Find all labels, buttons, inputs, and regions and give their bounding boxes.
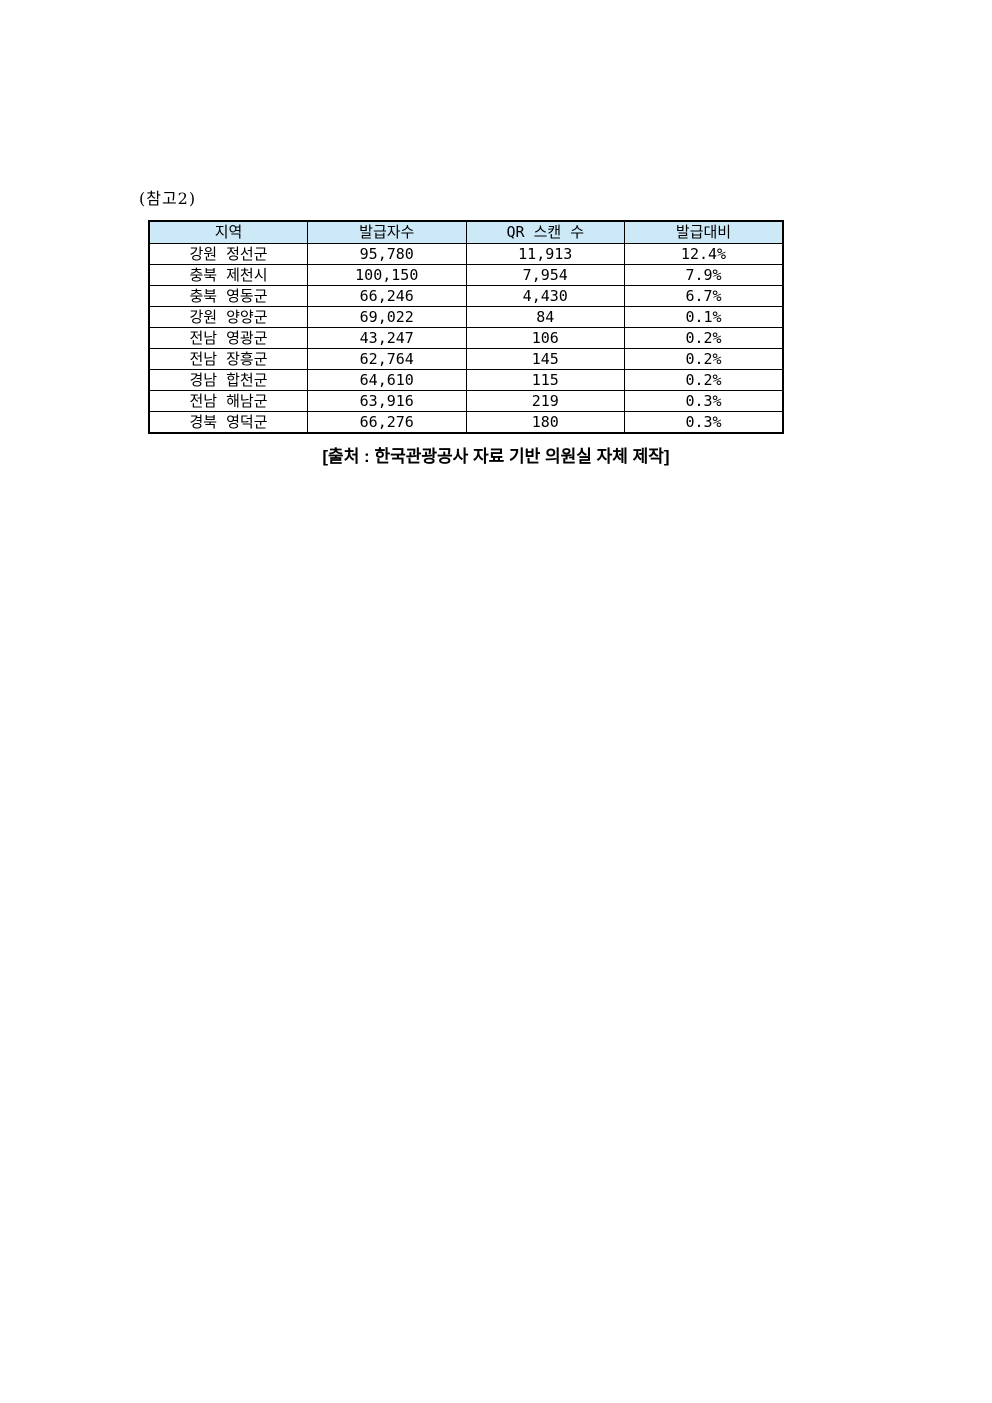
cell-issued-count: 95,780	[307, 243, 467, 265]
table-row: 경남 합천군 64,610 115 0.2%	[148, 369, 784, 391]
cell-qr-scan-count: 145	[465, 348, 625, 370]
table-row: 충북 제천시 100,150 7,954 7.9%	[148, 264, 784, 286]
cell-issue-ratio: 0.2%	[624, 327, 784, 349]
cell-region: 전남 영광군	[148, 327, 308, 349]
cell-issued-count: 63,916	[307, 390, 467, 412]
table-row: 전남 장흥군 62,764 145 0.2%	[148, 348, 784, 370]
cell-issued-count: 69,022	[307, 306, 467, 328]
note-label: (참고2)	[139, 189, 197, 208]
cell-qr-scan-count: 219	[465, 390, 625, 412]
column-header-issue-ratio: 발급대비	[624, 220, 784, 244]
cell-region: 경북 영덕군	[148, 411, 308, 434]
column-header-region: 지역	[148, 220, 308, 244]
cell-region: 강원 정선군	[148, 243, 308, 265]
source-caption: [출처 : 한국관광공사 자료 기반 의원실 자체 제작]	[322, 447, 670, 466]
cell-issue-ratio: 6.7%	[624, 285, 784, 307]
cell-issue-ratio: 7.9%	[624, 264, 784, 286]
cell-issued-count: 100,150	[307, 264, 467, 286]
table-body: 강원 정선군 95,780 11,913 12.4% 충북 제천시 100,150 7,95…	[148, 243, 784, 434]
cell-issue-ratio: 0.2%	[624, 348, 784, 370]
cell-issued-count: 62,764	[307, 348, 467, 370]
table-row: 전남 영광군 43,247 106 0.2%	[148, 327, 784, 349]
table-row: 강원 정선군 95,780 11,913 12.4%	[148, 243, 784, 265]
cell-region: 전남 장흥군	[148, 348, 308, 370]
cell-region: 충북 제천시	[148, 264, 308, 286]
cell-qr-scan-count: 84	[465, 306, 625, 328]
cell-qr-scan-count: 7,954	[465, 264, 625, 286]
cell-issued-count: 64,610	[307, 369, 467, 391]
cell-issued-count: 66,246	[307, 285, 467, 307]
region-qr-table: 지역 발급자수 QR 스캔 수 발급대비 강원 정선군 95,780 11,913 1…	[148, 220, 784, 434]
table-header-row: 지역 발급자수 QR 스캔 수 발급대비	[148, 220, 784, 244]
cell-issued-count: 43,247	[307, 327, 467, 349]
cell-qr-scan-count: 106	[465, 327, 625, 349]
cell-issue-ratio: 0.3%	[624, 411, 784, 434]
cell-region: 충북 영동군	[148, 285, 308, 307]
cell-issued-count: 66,276	[307, 411, 467, 434]
cell-issue-ratio: 12.4%	[624, 243, 784, 265]
cell-region: 강원 양양군	[148, 306, 308, 328]
column-header-issued-count: 발급자수	[307, 220, 467, 244]
cell-qr-scan-count: 11,913	[465, 243, 625, 265]
table-row: 경북 영덕군 66,276 180 0.3%	[148, 411, 784, 434]
cell-region: 전남 해남군	[148, 390, 308, 412]
column-header-qr-scan-count: QR 스캔 수	[465, 220, 625, 244]
cell-issue-ratio: 0.2%	[624, 369, 784, 391]
table-row: 강원 양양군 69,022 84 0.1%	[148, 306, 784, 328]
cell-qr-scan-count: 180	[465, 411, 625, 434]
table-row: 충북 영동군 66,246 4,430 6.7%	[148, 285, 784, 307]
cell-region: 경남 합천군	[148, 369, 308, 391]
cell-issue-ratio: 0.3%	[624, 390, 784, 412]
cell-qr-scan-count: 115	[465, 369, 625, 391]
table-row: 전남 해남군 63,916 219 0.3%	[148, 390, 784, 412]
cell-qr-scan-count: 4,430	[465, 285, 625, 307]
cell-issue-ratio: 0.1%	[624, 306, 784, 328]
